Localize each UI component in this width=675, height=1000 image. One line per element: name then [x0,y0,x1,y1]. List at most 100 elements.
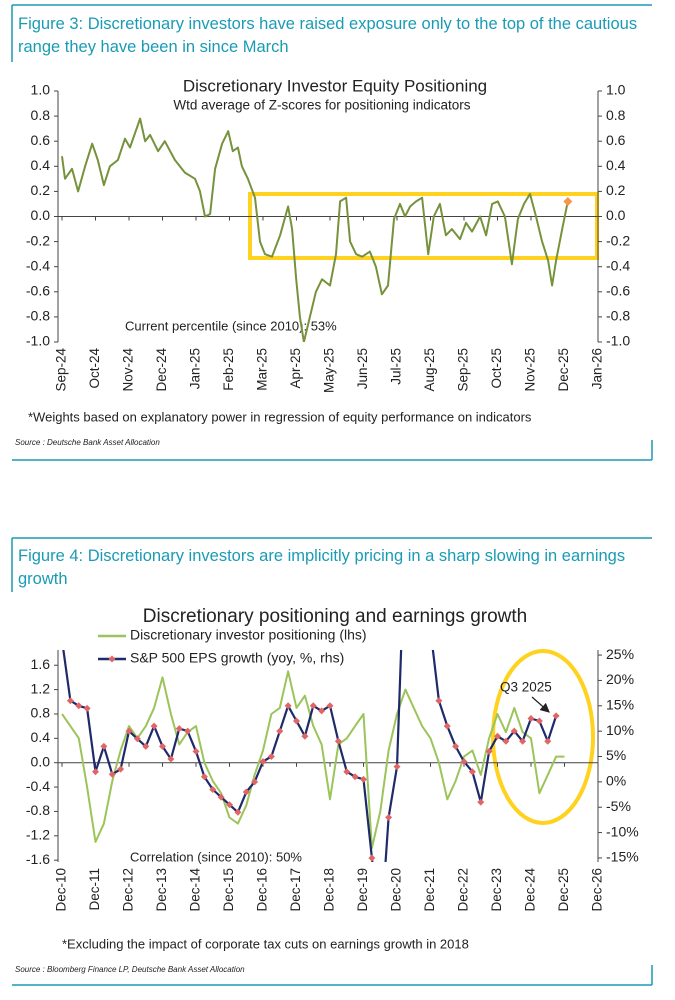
series-marker [242,788,250,796]
y-right-tick-label: 0.6 [606,132,626,148]
figure-caption: Figure 4: Discretionary investors are im… [18,547,626,588]
x-tick-label: Jun-25 [355,348,370,389]
source: Source : Deutsche Bank Asset Allocation [15,438,160,447]
series-marker [326,702,334,710]
y2-tick-label: 15% [606,696,634,712]
series-line [61,670,565,849]
latest-marker [563,196,573,206]
y-tick-label: -0.6 [26,283,50,299]
x-tick-label: Dec-25 [556,348,571,392]
source: Source : Bloomberg Finance LP, Deutsche … [15,965,245,974]
y2-tick-label: -10% [606,823,639,839]
y2-tick-label: -15% [606,849,639,865]
y-right-tick-label: 0.0 [606,207,626,223]
x-tick-label: Dec-22 [456,868,471,912]
frame-fig3 [11,4,653,461]
series-marker [427,626,434,633]
footnote: *Excluding the impact of corporate tax c… [62,936,469,951]
y-right-tick-label: 1.0 [606,82,626,98]
y-right-tick-label: -0.4 [606,257,630,273]
series-marker [259,758,267,766]
series-marker [334,737,342,745]
y-tick-label: 0.4 [31,157,51,173]
series-marker [276,727,284,735]
legend-label: S&P 500 EPS growth (yoy, %, rhs) [130,650,344,666]
x-tick-label: Dec-15 [221,868,236,912]
series-marker [435,697,443,705]
x-tick-label: Jan-25 [188,348,203,389]
x-tick-label: Apr-25 [288,348,303,389]
y-tick-label: 0.0 [31,207,51,223]
series-marker [192,747,200,755]
y-right-tick-label: -1.0 [606,333,630,349]
y-right-tick-label: -0.8 [606,308,630,324]
x-tick-label: Dec-16 [255,868,270,912]
y-tick-label: -1.2 [26,827,50,843]
series-marker [468,768,476,776]
y-tick-label: -0.2 [26,232,50,248]
callout-arrow [531,696,550,713]
frame-fig4 [11,537,653,986]
series-marker [477,798,485,806]
y-right-tick-label: -0.2 [606,232,630,248]
x-tick-label: Oct-24 [87,348,102,389]
x-tick-label: Oct-25 [489,348,504,389]
x-tick-label: Mar-25 [255,348,270,391]
highlight-ellipse [491,649,595,825]
y-tick-label: 1.6 [31,656,51,672]
legend-label: Discretionary investor positioning (lhs) [130,627,367,643]
x-tick-label: Dec-20 [389,868,404,912]
series-marker [502,737,510,745]
y-tick-label: -0.4 [26,257,50,273]
series-marker [544,737,552,745]
y-tick-label: -1.0 [26,333,50,349]
y2-tick-label: 10% [606,722,634,738]
series-marker [175,725,183,733]
y-tick-label: 0.2 [31,182,51,198]
y-tick-label: 1.0 [31,82,51,98]
x-tick-label: Sep-24 [54,348,69,392]
series-marker [75,702,83,710]
legend-marker [108,655,116,663]
frames [11,4,653,986]
series-marker [92,768,99,776]
x-tick-label: Dec-18 [322,868,337,912]
x-tick-label: Dec-21 [422,868,437,912]
series-marker [234,808,242,816]
x-tick-label: Dec-26 [590,868,605,912]
series-marker [142,742,150,750]
series-marker [452,742,460,750]
chart-subtitle: Wtd average of Z-scores for positioning … [173,98,470,113]
x-tick-label: May-25 [322,348,337,393]
series-marker [443,722,451,730]
series-marker [226,801,233,809]
y2-tick-label: 0% [606,773,626,789]
series-marker [125,727,133,735]
y2-tick-label: -5% [606,798,631,814]
series-marker [527,714,535,722]
y-tick-label: -1.6 [26,851,50,867]
chart-title: Discretionary Investor Equity Positionin… [183,76,487,95]
series-marker [150,722,158,730]
x-tick-label: Jul-25 [389,348,404,385]
x-tick-label: Aug-25 [422,348,437,392]
annotation: Current percentile (since 2010): 53% [125,318,337,333]
series-marker [217,793,225,801]
series-marker [402,525,409,532]
x-tick-label: Dec-24 [154,348,169,392]
series-marker [200,773,208,781]
annotation: Correlation (since 2010): 50% [130,849,302,864]
series-marker [485,747,493,755]
x-tick-label: Dec-19 [355,868,370,912]
x-tick-label: Feb-25 [221,348,236,391]
series-marker [393,763,401,771]
callout-label: Q3 2025 [500,680,552,695]
series-marker [167,755,175,763]
chart-title: Discretionary positioning and earnings g… [143,606,527,627]
series-marker [184,727,192,735]
series-marker [251,778,259,786]
y-right-tick-label: 0.4 [606,157,626,173]
series-marker [460,758,468,766]
series-marker [385,813,393,821]
